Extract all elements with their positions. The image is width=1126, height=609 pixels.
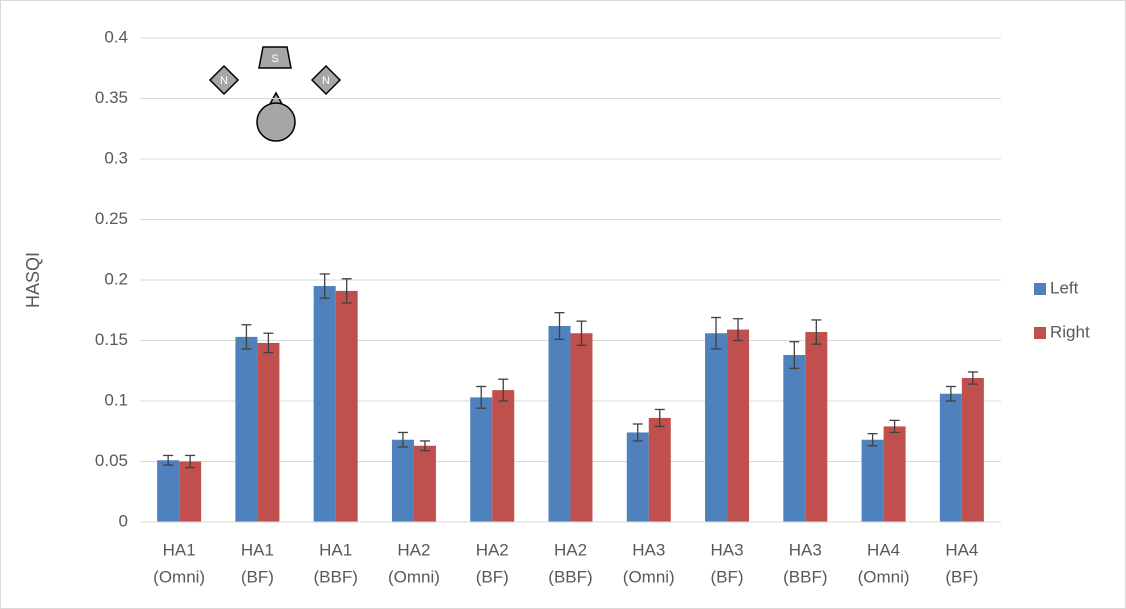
error-bar — [319, 273, 330, 299]
legend-label: Right — [1050, 322, 1090, 341]
x-tick-label: HA3 — [789, 540, 822, 559]
x-tick-label: HA3 — [632, 540, 665, 559]
speaker-left — [208, 64, 240, 96]
x-tick-label: (BF) — [711, 567, 744, 586]
bar — [805, 332, 828, 522]
error-bar — [341, 278, 352, 304]
x-tick-label: (Omni) — [623, 567, 675, 586]
bar — [939, 393, 962, 522]
bar — [570, 333, 593, 522]
error-bar — [789, 341, 800, 369]
x-tick-label: (Omni) — [153, 567, 205, 586]
error-bar — [397, 431, 408, 448]
bar — [413, 445, 436, 522]
bar — [861, 439, 884, 522]
bar — [727, 329, 750, 522]
x-tick-label: (BF) — [476, 567, 509, 586]
error-bar — [967, 371, 978, 385]
x-tick-label: (BF) — [945, 567, 978, 586]
x-tick-label: HA2 — [554, 540, 587, 559]
y-tick-label: 0.3 — [104, 148, 128, 167]
x-tick-label: (Omni) — [388, 567, 440, 586]
x-tick-label: HA4 — [867, 540, 900, 559]
bar — [235, 336, 258, 522]
error-bar — [419, 440, 430, 452]
x-tick-label: (Omni) — [858, 567, 910, 586]
y-axis-label: HASQI — [23, 252, 43, 308]
x-tick-label: HA1 — [319, 540, 352, 559]
bar — [157, 460, 180, 522]
error-bar — [241, 324, 252, 350]
y-tick-label: 0.4 — [104, 27, 128, 46]
bar — [705, 333, 728, 522]
y-tick-label: 0 — [119, 511, 128, 530]
head — [256, 102, 296, 142]
error-bar — [711, 316, 722, 350]
error-bar — [476, 385, 487, 409]
icon-label: N — [220, 75, 228, 87]
bar — [257, 342, 280, 522]
x-tick-label: (BBF) — [548, 567, 592, 586]
legend-swatch — [1034, 283, 1046, 295]
x-tick-label: HA3 — [711, 540, 744, 559]
x-tick-label: HA1 — [163, 540, 196, 559]
error-bar — [632, 423, 643, 442]
y-tick-label: 0.25 — [95, 209, 128, 228]
bar — [783, 355, 806, 522]
x-tick-label: (BBF) — [783, 567, 827, 586]
y-tick-label: 0.05 — [95, 451, 128, 470]
bar — [883, 426, 906, 522]
error-bar — [163, 454, 174, 466]
y-tick-label: 0.2 — [104, 269, 128, 288]
x-tick-label: HA1 — [241, 540, 274, 559]
error-bar — [263, 332, 274, 354]
y-tick-label: 0.15 — [95, 330, 128, 349]
legend-swatch — [1034, 327, 1046, 339]
error-bar — [889, 419, 900, 434]
error-bar — [576, 320, 587, 346]
bar — [391, 439, 414, 522]
y-tick-label: 0.35 — [95, 88, 128, 107]
bar — [961, 378, 984, 522]
y-tick-label: 0.1 — [104, 390, 128, 409]
bar — [179, 461, 202, 522]
error-bar — [554, 312, 565, 340]
x-tick-label: (BBF) — [313, 567, 357, 586]
error-bar — [654, 408, 665, 428]
error-bar — [811, 319, 822, 345]
x-tick-label: (BF) — [241, 567, 274, 586]
legend-label: Left — [1050, 278, 1079, 297]
bar — [335, 290, 358, 522]
x-tick-label: HA2 — [397, 540, 430, 559]
speaker-front — [258, 46, 292, 69]
bar — [548, 325, 571, 522]
bar — [492, 390, 515, 522]
bar — [648, 417, 671, 522]
icon-label: N — [322, 75, 330, 87]
error-bar — [945, 385, 956, 402]
bar — [470, 397, 493, 522]
x-tick-label: HA4 — [945, 540, 978, 559]
speaker-right — [310, 64, 342, 96]
bar — [313, 286, 336, 522]
error-bar — [185, 454, 196, 469]
x-tick-label: HA2 — [476, 540, 509, 559]
icon-label: S — [271, 53, 278, 65]
error-bar — [733, 318, 744, 342]
bar — [626, 432, 649, 522]
error-bar — [498, 378, 509, 402]
error-bar — [867, 433, 878, 447]
